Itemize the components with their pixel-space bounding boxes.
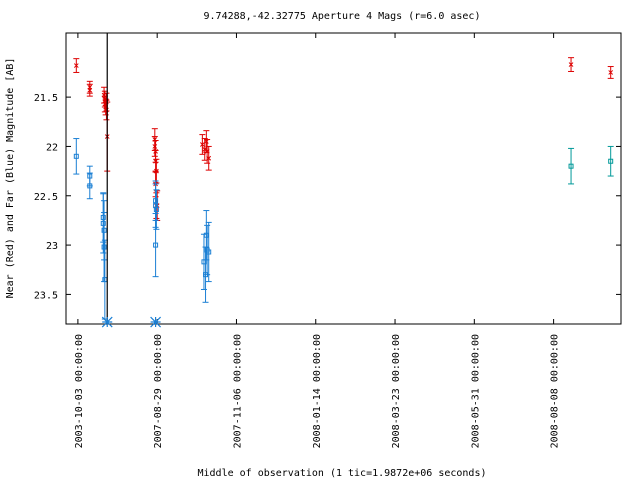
far-marker: [153, 242, 159, 248]
far-point: [86, 172, 93, 200]
far-point: [73, 138, 80, 175]
near-point: [152, 149, 159, 173]
y-axis: 21.5 22 22.5 23 23.5: [34, 93, 621, 301]
near-point: [151, 136, 158, 157]
near-point: [199, 134, 206, 155]
x-tick-label: 2008-08-08 00:00:00: [550, 334, 561, 448]
y-tick-label: 23.5: [34, 290, 58, 301]
far-point: [152, 213, 159, 278]
y-axis-label: Near (Red) and Far (Blue) Magnitude [AB]: [5, 58, 16, 299]
far-point: [100, 193, 107, 254]
near-marker: [200, 142, 205, 147]
far-point: [205, 221, 212, 283]
far-marker: [568, 163, 574, 169]
x-tick-label: 2007-11-06 00:00:00: [232, 334, 243, 448]
near-point: [86, 83, 93, 97]
x-tick-label: 2007-08-29 00:00:00: [153, 334, 164, 448]
far-marker: [153, 207, 159, 213]
far-limit-marker: [101, 316, 113, 328]
y-tick-label: 22.5: [34, 192, 58, 203]
near-point: [205, 145, 212, 171]
far-point: [568, 147, 575, 185]
chart-title: 9.74288,-42.32775 Aperture 4 Mags (r=6.0…: [204, 11, 481, 22]
y-tick-label: 22: [46, 142, 58, 153]
x-tick-label: 2008-05-31 00:00:00: [470, 334, 481, 448]
near-marker: [608, 70, 614, 75]
near-marker: [73, 63, 79, 68]
x-axis: 2003-10-03 00:00:00 2007-08-29 00:00:00 20…: [74, 33, 561, 448]
near-marker: [568, 62, 574, 67]
far-limit-marker: [150, 316, 162, 328]
near-marker: [152, 144, 158, 149]
x-axis-label: Middle of observation (1 tic=1.9872e+06 …: [198, 468, 487, 479]
far-point: [101, 212, 108, 283]
data-marks: [73, 33, 614, 328]
near-point: [607, 66, 614, 79]
plot-frame: [65, 32, 622, 325]
near-marker: [206, 155, 212, 161]
far-point: [607, 145, 614, 177]
far-marker: [101, 244, 107, 250]
x-tick-label: 2008-01-14 00:00:00: [312, 334, 323, 448]
far-marker: [100, 220, 106, 226]
far-marker: [87, 183, 93, 189]
far-marker: [73, 153, 79, 159]
x-tick-label: 2003-10-03 00:00:00: [74, 334, 85, 448]
near-point: [568, 57, 575, 72]
far-marker: [608, 158, 614, 164]
near-marker: [87, 87, 93, 93]
near-marker: [153, 158, 158, 164]
near-point: [73, 58, 80, 73]
y-tick-label: 21.5: [34, 93, 58, 104]
near-marker: [203, 139, 209, 144]
x-tick-label: 2008-03-23 00:00:00: [391, 334, 402, 448]
y-tick-label: 23: [46, 241, 58, 252]
far-point: [153, 189, 160, 230]
far-marker: [206, 249, 212, 255]
